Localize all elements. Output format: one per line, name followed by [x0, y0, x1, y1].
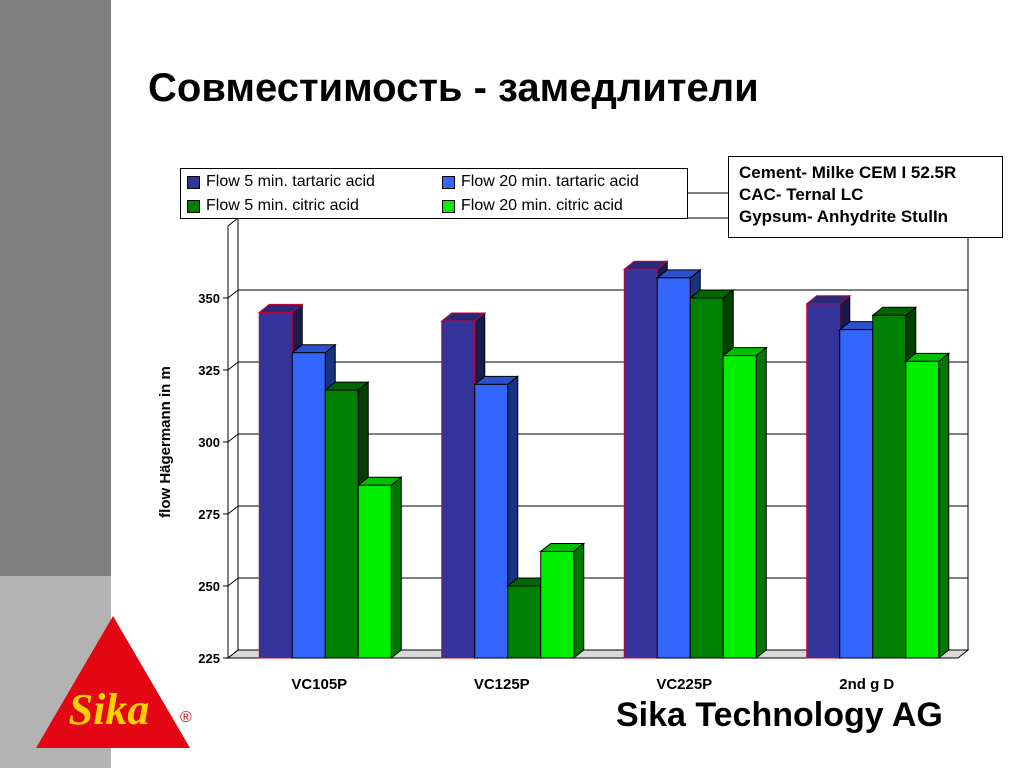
legend-label-tartaric-20: Flow 20 min. tartaric acid	[461, 173, 639, 190]
legend-swatch-tartaric-20	[442, 175, 455, 189]
bar	[689, 297, 724, 659]
legend-swatch-tartaric-5	[187, 175, 200, 189]
legend-swatch-citric-20	[442, 199, 455, 213]
bar	[507, 585, 542, 659]
bar-side	[755, 346, 767, 660]
bar-side	[938, 352, 950, 660]
bar	[258, 311, 293, 659]
x-category-label: VC105P	[291, 676, 347, 693]
company-name: Sika Technology AG	[616, 696, 943, 734]
y-tick-label: 275	[198, 507, 220, 522]
bar	[656, 277, 691, 659]
bar	[623, 268, 658, 659]
bar	[905, 360, 940, 659]
x-category-label: 2nd g D	[839, 676, 894, 693]
legend-item-tartaric-5: Flow 5 min. tartaric acid	[187, 173, 375, 191]
bar	[872, 314, 907, 659]
info-line-cac: CAC- Ternal LC	[739, 185, 864, 204]
y-tick-label: 325	[198, 363, 220, 378]
y-tick-label: 300	[198, 435, 220, 450]
bar	[540, 550, 575, 659]
logo-registered-mark: ®	[180, 709, 192, 726]
y-tick-label: 250	[198, 579, 220, 594]
sidebar-top-panel	[0, 0, 111, 576]
legend-swatch-citric-5	[187, 199, 200, 213]
cement-info-box: Cement- Milke CEM I 52.5R CAC- Ternal LC…	[728, 156, 1003, 238]
legend-item-citric-20: Flow 20 min. citric acid	[442, 197, 623, 215]
bar-side	[390, 476, 402, 660]
bar	[474, 383, 509, 659]
bar	[324, 389, 359, 659]
bar	[839, 329, 874, 659]
logo-triangle-icon	[36, 616, 190, 748]
y-tick-label: 225	[198, 651, 220, 666]
x-category-label: VC225P	[656, 676, 712, 693]
x-category-label: VC125P	[474, 676, 530, 693]
y-tick-label: 350	[198, 291, 220, 306]
bar	[722, 355, 757, 659]
legend-label-tartaric-5: Flow 5 min. tartaric acid	[206, 173, 375, 190]
bar	[806, 303, 841, 659]
chart-legend: Flow 5 min. tartaric acid Flow 20 min. t…	[180, 168, 688, 219]
bar	[441, 320, 476, 659]
legend-item-citric-5: Flow 5 min. citric acid	[187, 197, 359, 215]
y-axis-label: flow Hägermann in m	[157, 366, 174, 518]
legend-label-citric-5: Flow 5 min. citric acid	[206, 197, 359, 214]
page-title: Совместимость - замедлители	[148, 66, 759, 110]
bar	[291, 352, 326, 659]
logo-text: Sika	[69, 685, 150, 734]
sika-logo: Sika ®	[36, 616, 192, 748]
info-line-cement: Cement- Milke CEM I 52.5R	[739, 163, 957, 182]
bar	[357, 484, 392, 659]
info-line-gypsum: Gypsum- Anhydrite StulIn	[739, 207, 949, 226]
legend-item-tartaric-20: Flow 20 min. tartaric acid	[442, 173, 639, 191]
bar-side	[573, 542, 585, 660]
legend-label-citric-20: Flow 20 min. citric acid	[461, 197, 623, 214]
